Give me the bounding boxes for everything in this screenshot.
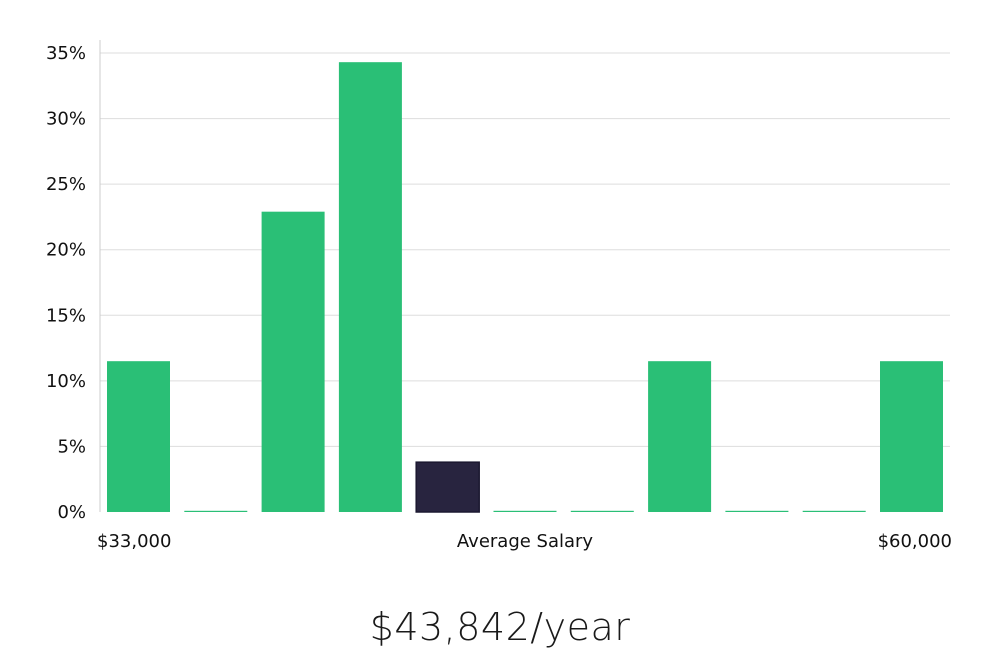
y-tick-label: 5% [57,436,86,457]
bars [107,62,943,513]
x-axis-max-label: $60,000 [878,531,952,552]
salary-histogram: 0% 5% 10% 15% 20% 25% 30% 35% $33,000 Average S… [46,40,952,552]
bar [725,510,789,512]
bar [107,361,170,512]
bar [493,510,557,512]
x-axis-title: Average Salary [457,531,594,552]
average-salary-value: $43,842/year [369,605,631,649]
bar-highlighted [415,461,480,513]
y-tick-label: 30% [46,109,86,130]
x-axis-min-label: $33,000 [97,531,171,552]
y-tick-label: 20% [46,240,86,261]
y-tick-label: 25% [46,174,86,195]
bar [648,361,712,512]
y-tick-label: 35% [46,43,86,64]
bar [880,361,943,512]
bar [802,510,866,512]
y-tick-label: 10% [46,371,86,392]
y-tick-label: 0% [57,502,86,523]
bar [184,510,248,512]
bar [338,62,402,513]
bar [261,211,325,512]
bar [570,510,634,512]
grid [100,52,950,447]
y-axis-ticks: 0% 5% 10% 15% 20% 25% 30% 35% [46,43,86,523]
y-tick-label: 15% [46,305,86,326]
